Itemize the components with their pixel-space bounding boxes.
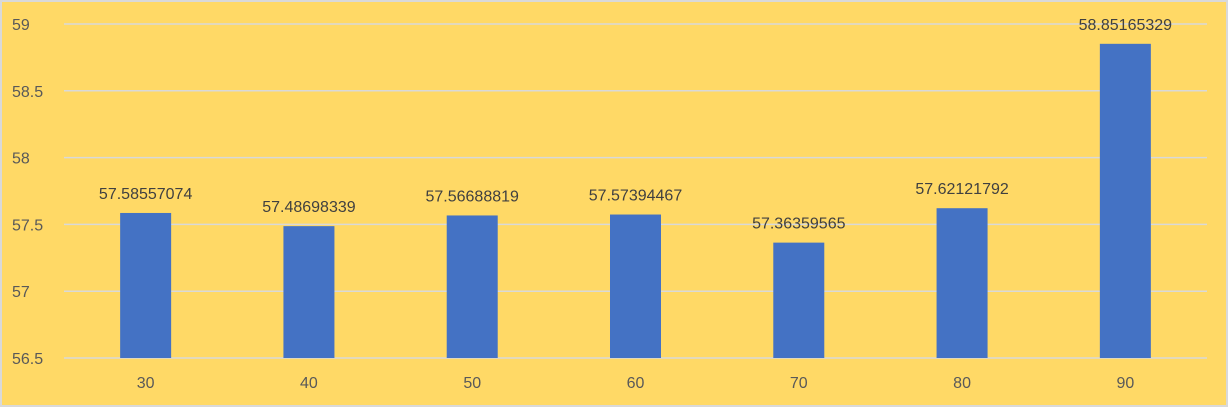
bar-90 (1099, 43, 1151, 358)
x-tick-label-40: 40 (300, 375, 318, 392)
y-tick-label: 57.5 (12, 217, 43, 234)
x-tick-label-60: 60 (627, 375, 645, 392)
data-label-50: 57.56688819 (425, 188, 519, 205)
x-tick-label-70: 70 (790, 375, 808, 392)
x-tick-label-50: 50 (463, 375, 481, 392)
bar-60 (610, 214, 661, 358)
data-label-90: 58.85165329 (1079, 17, 1173, 34)
bar-chart: 56.5 57 57.5 58 58.5 59 57.58557074 57.4869833… (2, 2, 1226, 405)
data-label-30: 57.58557074 (99, 186, 193, 203)
x-tick-label-90: 90 (1116, 375, 1134, 392)
y-tick-label: 58.5 (12, 84, 43, 101)
bars (120, 43, 1151, 358)
data-labels: 57.58557074 57.48698339 57.56688819 57.5739… (99, 17, 1172, 233)
data-label-60: 57.57394467 (589, 188, 683, 205)
y-tick-label: 56.5 (12, 351, 43, 368)
x-axis-tick-labels: 30 40 50 60 70 80 90 (137, 375, 1135, 392)
bar-80 (936, 208, 988, 358)
data-label-40: 57.48698339 (262, 199, 356, 216)
x-tick-label-30: 30 (137, 375, 155, 392)
bar-40 (283, 226, 335, 358)
data-label-70: 57.36359565 (752, 216, 846, 233)
y-tick-label: 57 (12, 284, 30, 301)
y-tick-label: 58 (12, 151, 30, 168)
x-tick-label-80: 80 (953, 375, 971, 392)
data-label-80: 57.62121792 (915, 181, 1009, 198)
bar-30 (120, 212, 172, 358)
bar-70 (773, 242, 825, 358)
y-tick-label: 59 (12, 17, 30, 34)
bar-50 (446, 215, 498, 358)
y-axis-tick-labels: 56.5 57 57.5 58 58.5 59 (12, 17, 43, 368)
